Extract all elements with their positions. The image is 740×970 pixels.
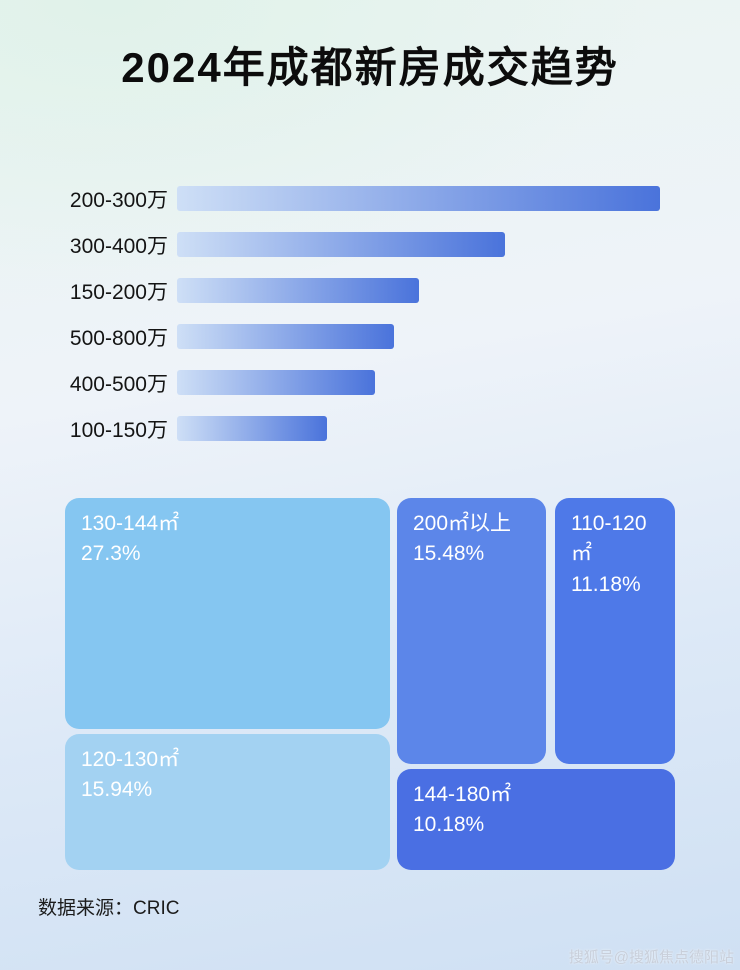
treemap-label: 200㎡以上 [413, 512, 512, 535]
bar-500-800 [177, 324, 395, 349]
treemap-label: 120-130㎡ [81, 748, 180, 771]
treemap-percent: 15.94% [81, 778, 153, 802]
bar-150-200 [177, 278, 419, 303]
price-band-bar-chart: 200-300万 300-400万 150-200万 500-800万 400-… [38, 186, 702, 442]
treemap-block-200-plus: 200㎡以上 15.48% [397, 498, 546, 764]
bar-300-400 [177, 232, 506, 257]
treemap-label: 130-144㎡ [81, 512, 180, 535]
bar-row: 100-150万 [38, 416, 702, 442]
bar-track [177, 186, 660, 211]
bar-label: 400-500万 [69, 372, 168, 396]
bar-track [177, 324, 660, 349]
treemap-block-120-130: 120-130㎡ 15.94% [65, 734, 390, 870]
treemap-block-110-120: 110-120㎡ 11.18% [555, 498, 675, 764]
treemap-block-144-180: 144-180㎡ 10.18% [397, 769, 675, 870]
bar-200-300 [177, 186, 660, 211]
treemap-percent: 15.48% [413, 542, 485, 566]
bar-row: 200-300万 [38, 186, 702, 212]
bar-track [177, 278, 660, 303]
bar-400-500 [177, 370, 376, 395]
treemap-label: 144-180㎡ [413, 783, 512, 806]
area-treemap-chart: 130-144㎡ 27.3% 120-130㎡ 15.94% 200㎡以上 15… [65, 498, 675, 870]
bar-100-150 [177, 416, 327, 441]
bar-track [177, 416, 660, 441]
bar-label: 500-800万 [69, 326, 168, 350]
treemap-block-130-144: 130-144㎡ 27.3% [65, 498, 390, 729]
treemap-label: 110-120㎡ [571, 512, 647, 566]
bar-label: 200-300万 [69, 188, 168, 212]
bar-label: 150-200万 [69, 280, 168, 304]
bar-label: 100-150万 [69, 418, 168, 442]
treemap-percent: 27.3% [81, 542, 141, 566]
treemap-percent: 11.18% [571, 572, 641, 596]
bar-track [177, 232, 660, 257]
page-title: 2024年成都新房成交趋势 [121, 44, 619, 91]
watermark: 搜狐号@搜狐焦点德阳站 [568, 949, 734, 966]
bar-row: 300-400万 [38, 232, 702, 258]
bar-row: 500-800万 [38, 324, 702, 350]
bar-track [177, 370, 660, 395]
data-source: 数据来源：CRIC [38, 898, 180, 919]
bar-row: 150-200万 [38, 278, 702, 304]
bar-row: 400-500万 [38, 370, 702, 396]
treemap-percent: 10.18% [413, 813, 485, 837]
bar-label: 300-400万 [69, 234, 168, 258]
